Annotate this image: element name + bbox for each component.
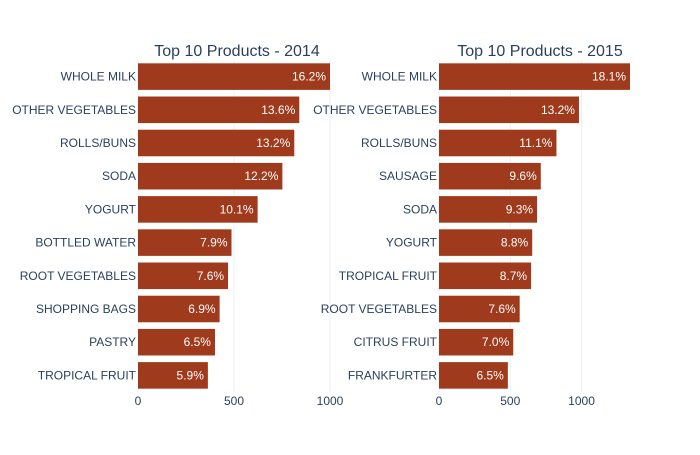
bar-0-3: [138, 162, 283, 190]
category-label-0-2: ROLLS/BUNS: [60, 136, 136, 150]
data-label-1-5: 8.8%: [501, 236, 529, 250]
category-label-1-9: FRANKFURTER: [348, 368, 437, 382]
category-label-1-2: ROLLS/BUNS: [361, 136, 437, 150]
bar-0-2: [138, 129, 295, 157]
category-label-1-7: ROOT VEGETABLES: [321, 302, 437, 316]
x-tick-label-1-1: 500: [500, 394, 520, 408]
data-label-1-4: 9.3%: [506, 202, 534, 216]
data-label-1-7: 7.6%: [488, 302, 516, 316]
category-label-1-5: YOGURT: [386, 236, 438, 250]
data-label-1-1: 13.2%: [541, 103, 575, 117]
x-tick-label-0-2: 1000: [317, 394, 344, 408]
category-label-1-6: TROPICAL FRUIT: [339, 269, 438, 283]
data-label-0-9: 5.9%: [177, 368, 205, 382]
category-label-0-5: BOTTLED WATER: [35, 236, 136, 250]
x-tick-label-0-1: 500: [224, 394, 244, 408]
bar-1-8: [439, 328, 514, 356]
data-label-1-6: 8.7%: [500, 269, 528, 283]
data-label-0-8: 6.5%: [184, 335, 212, 349]
bar-1-7: [439, 295, 520, 323]
data-label-0-1: 13.6%: [261, 103, 295, 117]
category-label-1-8: CITRUS FRUIT: [354, 335, 438, 349]
category-label-1-4: SODA: [403, 202, 437, 216]
category-label-0-1: OTHER VEGETABLES: [12, 103, 136, 117]
bar-0-4: [138, 196, 258, 223]
bar-1-2: [439, 129, 557, 157]
bar-1-1: [439, 96, 579, 124]
bar-0-8: [138, 328, 215, 356]
bar-0-6: [138, 262, 229, 290]
category-label-0-6: ROOT VEGETABLES: [20, 269, 136, 283]
subplot-title-1: Top 10 Products - 2015: [457, 43, 623, 60]
bar-1-5: [439, 229, 533, 256]
category-label-0-0: WHOLE MILK: [61, 70, 136, 84]
category-label-1-1: OTHER VEGETABLES: [313, 103, 437, 117]
data-label-0-5: 7.9%: [200, 236, 228, 250]
category-label-1-0: WHOLE MILK: [362, 70, 437, 84]
bar-1-0: [439, 63, 630, 90]
x-tick-label-1-0: 0: [436, 394, 443, 408]
data-label-0-6: 7.6%: [197, 269, 225, 283]
subplot-title-0: Top 10 Products - 2014: [154, 43, 320, 60]
data-label-0-3: 12.2%: [244, 169, 278, 183]
category-label-0-4: YOGURT: [85, 202, 137, 216]
bar-0-0: [138, 63, 330, 90]
data-label-1-9: 6.5%: [476, 368, 504, 382]
x-tick-label-0-0: 0: [135, 394, 142, 408]
bar-0-7: [138, 295, 220, 323]
bar-0-9: [138, 362, 208, 389]
data-label-1-8: 7.0%: [482, 335, 510, 349]
data-label-1-3: 9.6%: [509, 169, 537, 183]
bar-0-1: [138, 96, 300, 124]
bar-1-9: [439, 362, 508, 389]
category-label-0-9: TROPICAL FRUIT: [38, 368, 137, 382]
data-label-0-4: 10.1%: [220, 202, 254, 216]
data-label-0-0: 16.2%: [292, 70, 326, 84]
category-label-1-3: SAUSAGE: [379, 169, 437, 183]
bar-0-5: [138, 229, 232, 256]
x-tick-label-1-2: 1000: [568, 394, 595, 408]
data-label-0-2: 13.2%: [256, 136, 290, 150]
category-label-0-7: SHOPPING BAGS: [36, 302, 136, 316]
data-label-1-2: 11.1%: [519, 136, 552, 150]
bar-1-3: [439, 162, 541, 190]
category-label-0-8: PASTRY: [89, 335, 136, 349]
bar-1-4: [439, 196, 538, 223]
bar-1-6: [439, 262, 532, 290]
data-label-0-7: 6.9%: [188, 302, 216, 316]
category-label-0-3: SODA: [102, 169, 136, 183]
data-label-1-0: 18.1%: [592, 70, 626, 84]
